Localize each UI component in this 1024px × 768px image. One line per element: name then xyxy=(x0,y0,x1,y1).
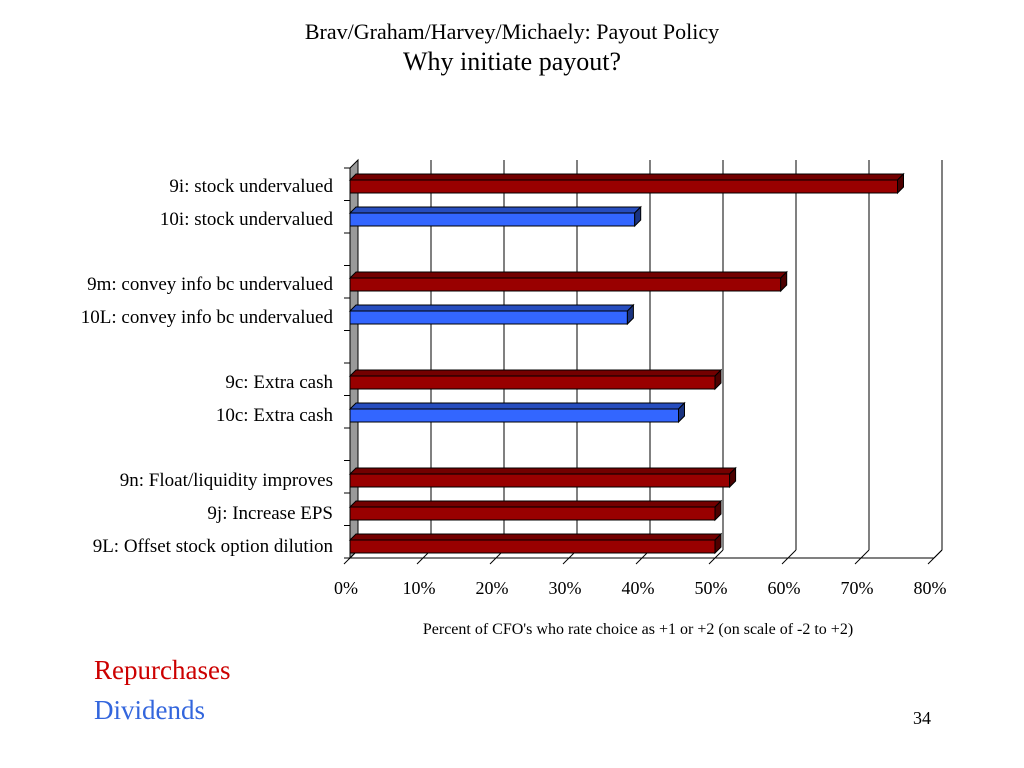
floor-edge xyxy=(933,549,943,559)
bar-end xyxy=(780,270,788,293)
x-tick-label: 60% xyxy=(768,578,801,598)
bar-end xyxy=(714,499,722,522)
bar xyxy=(349,277,782,292)
page-number: 34 xyxy=(913,708,931,728)
bar-top xyxy=(348,500,723,508)
slide-subtitle: Why initiate payout? xyxy=(402,47,622,76)
floor-gridline xyxy=(714,549,724,559)
category-label: 9m: convey info bc undervalued xyxy=(87,274,333,295)
x-tick xyxy=(708,557,716,565)
bar-top xyxy=(348,369,723,377)
bar-top xyxy=(348,402,686,410)
bar-end xyxy=(626,303,634,326)
category-label: 9c: Extra cash xyxy=(225,372,333,393)
bar-end xyxy=(714,368,722,391)
floor-gridline xyxy=(860,549,870,559)
x-tick xyxy=(416,557,424,565)
bar-top xyxy=(348,173,905,181)
x-tick xyxy=(927,557,935,565)
bar-end xyxy=(729,466,737,489)
x-tick-label: 30% xyxy=(549,578,582,598)
bar xyxy=(349,179,898,194)
bar-top xyxy=(348,206,642,214)
x-tick xyxy=(562,557,570,565)
x-tick-label: 50% xyxy=(695,578,728,598)
category-label: 10c: Extra cash xyxy=(216,405,334,426)
bar-end xyxy=(634,205,642,228)
x-tick-label: 70% xyxy=(841,578,874,598)
legend-dividends: Dividends xyxy=(94,695,205,725)
x-tick xyxy=(489,557,497,565)
category-label: 9i: stock undervalued xyxy=(169,176,333,197)
bar xyxy=(349,408,679,423)
bar-top xyxy=(348,533,723,541)
x-tick xyxy=(854,557,862,565)
bar-top xyxy=(348,304,635,312)
x-tick xyxy=(635,557,643,565)
bar xyxy=(349,375,716,390)
bar-top xyxy=(348,271,788,279)
x-tick xyxy=(781,557,789,565)
bar-top xyxy=(348,467,737,475)
slide-title: Brav/Graham/Harvey/Michaely: Payout Poli… xyxy=(304,19,720,44)
x-axis-label: Percent of CFO's who rate choice as +1 o… xyxy=(423,621,853,638)
category-label: 10L: convey info bc undervalued xyxy=(81,307,334,328)
slide-header: Brav/Graham/Harvey/Michaely: Payout Poli… xyxy=(0,18,1024,78)
legend-repurchases: Repurchases xyxy=(94,655,231,685)
bar xyxy=(349,212,636,227)
bar-end xyxy=(678,401,685,424)
bar-end xyxy=(897,172,904,195)
x-tick-label: 10% xyxy=(403,578,436,598)
x-tick-label: 20% xyxy=(476,578,509,598)
x-tick xyxy=(343,557,351,565)
legend: Repurchases Dividends xyxy=(94,650,230,730)
bar xyxy=(349,506,716,521)
x-tick-label: 40% xyxy=(622,578,655,598)
bar xyxy=(349,539,716,554)
category-label: 10i: stock undervalued xyxy=(160,209,334,230)
category-label: 9n: Float/liquidity improves xyxy=(120,470,333,491)
bar xyxy=(349,310,628,325)
bar xyxy=(349,473,731,488)
category-label: 9L: Offset stock option dilution xyxy=(93,536,334,557)
floor-gridline xyxy=(787,549,797,559)
bar-end xyxy=(714,532,722,555)
x-tick-label: 0% xyxy=(334,578,358,598)
x-tick-label: 80% xyxy=(914,578,947,598)
category-label: 9j: Increase EPS xyxy=(207,503,333,524)
